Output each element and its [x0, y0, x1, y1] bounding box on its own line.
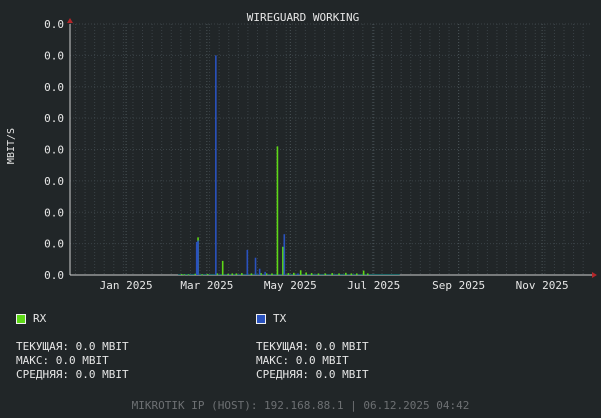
rx-bar — [299, 270, 302, 275]
tx-bar — [215, 55, 217, 275]
rx-bar — [310, 273, 313, 275]
tx-bar — [197, 240, 199, 275]
x-tick-label: Nov 2025 — [516, 279, 569, 292]
rx-bar — [338, 273, 340, 275]
x-axis-arrow — [592, 272, 597, 278]
legend-rx-swatch — [16, 314, 26, 324]
y-tick-label: 0.0 — [44, 112, 64, 125]
x-tick-label: Sep 2025 — [432, 279, 485, 292]
y-tick-label: 0.0 — [44, 238, 64, 251]
rx-bar — [206, 274, 209, 275]
y-tick-label: 0.0 — [44, 49, 64, 62]
footer-host-info: MIKROTIK IP (HOST): 192.168.88.1 | 06.12… — [131, 399, 470, 412]
x-tick-label: Mar 2025 — [180, 279, 233, 292]
tx-bar — [258, 268, 261, 275]
rx-bar — [356, 273, 358, 275]
rx-bar — [293, 272, 295, 275]
rx-bar — [216, 273, 219, 275]
rx-bar — [282, 246, 284, 275]
rx-average-stat: СРЕДНЯЯ: 0.0 MBIT — [16, 368, 129, 381]
rx-bar — [317, 273, 320, 275]
y-axis-label: MBIT/S — [6, 128, 17, 164]
rx-bar — [265, 273, 268, 275]
rx-bar — [241, 273, 243, 275]
rx-bar — [194, 273, 197, 275]
x-tick-label: Jul 2025 — [347, 279, 400, 292]
rx-max-stat: МАКС: 0.0 MBIT — [16, 354, 109, 367]
chart-title: WIREGUARD WORKING — [247, 11, 360, 24]
rx-bar — [362, 270, 365, 275]
tx-bar — [254, 257, 257, 275]
legend-tx-label: TX — [273, 312, 287, 325]
rx-bar — [260, 273, 262, 275]
rx-bar — [350, 273, 353, 275]
rx-bar — [287, 273, 290, 275]
rx-bar — [227, 273, 229, 275]
rx-bar — [345, 272, 347, 275]
tx-max-stat: МАКС: 0.0 MBIT — [256, 354, 349, 367]
rx-current-stat: ТЕКУЩАЯ: 0.0 MBIT — [16, 340, 129, 353]
rx-bar — [276, 146, 279, 275]
tx-bar — [195, 242, 198, 275]
tx-current-stat: ТЕКУЩАЯ: 0.0 MBIT — [256, 340, 369, 353]
traffic-chart: WIREGUARD WORKING MBIT/S 0.0 0.0 0.0 0.0 0.0 0.… — [6, 11, 597, 292]
rx-bar — [180, 274, 183, 275]
legend-tx-swatch — [256, 314, 266, 324]
tx-bar — [297, 273, 299, 275]
rx-bar — [201, 274, 203, 276]
legend-rx: RX ТЕКУЩАЯ: 0.0 MBIT МАКС: 0.0 MBIT СРЕД… — [16, 312, 129, 382]
rx-bar — [324, 273, 327, 275]
rx-bar — [250, 273, 253, 275]
y-tick-label: 0.0 — [44, 18, 64, 31]
rx-bar — [331, 273, 333, 275]
rx-bar — [305, 272, 307, 275]
y-tick-label: 0.0 — [44, 206, 64, 219]
y-tick-label: 0.0 — [44, 175, 64, 188]
y-tick-label: 0.0 — [44, 144, 64, 157]
tx-bar — [283, 234, 286, 275]
y-tick-label: 0.0 — [44, 269, 64, 282]
rx-bar — [366, 273, 369, 275]
y-axis-arrow — [67, 18, 73, 23]
rx-bar — [187, 274, 190, 276]
legend-tx: TX ТЕКУЩАЯ: 0.0 MBIT МАКС: 0.0 MBIT СРЕД… — [256, 312, 369, 382]
rx-bar — [221, 260, 224, 275]
tx-bar — [264, 271, 266, 275]
rx-bar — [183, 274, 186, 276]
rx-bar — [231, 273, 234, 275]
x-tick-label: Jan 2025 — [100, 279, 153, 292]
rx-bar — [271, 273, 273, 275]
y-tick-label: 0.0 — [44, 81, 64, 94]
x-tick-label: May 2025 — [264, 279, 317, 292]
rx-bar — [235, 273, 238, 275]
tx-average-stat: СРЕДНЯЯ: 0.0 MBIT — [256, 368, 369, 381]
legend-rx-label: RX — [33, 312, 47, 325]
tx-bar — [246, 249, 249, 275]
